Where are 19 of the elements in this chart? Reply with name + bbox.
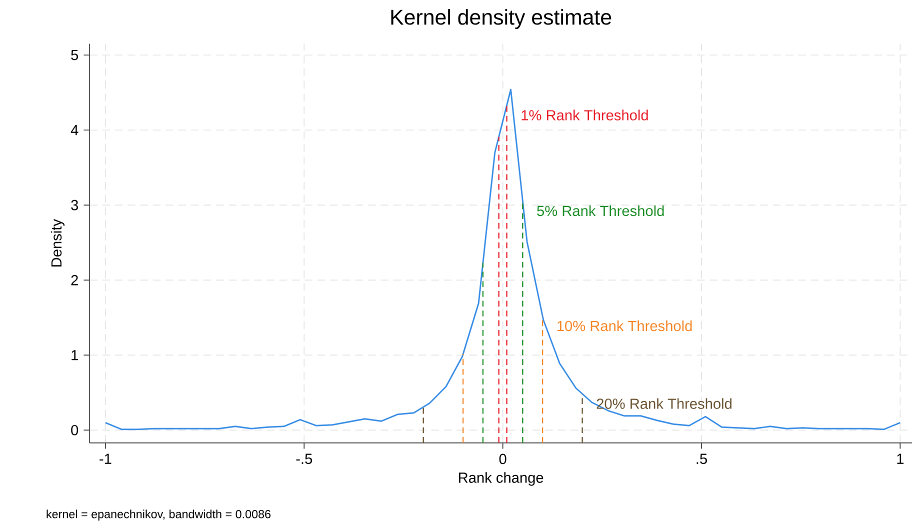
ref-line-label: 10% Rank Threshold (557, 320, 692, 332)
y-tick-label: 5 (71, 50, 78, 60)
x-tick-label: -1 (100, 454, 112, 464)
y-tick-label: 1 (72, 350, 78, 360)
ref-line-label: 20% Rank Threshold (596, 398, 732, 410)
x-tick-label: 0 (499, 454, 506, 464)
x-tick-label: -.5 (296, 454, 312, 464)
x-tick-label: 1 (897, 454, 904, 464)
y-tick-label: 2 (71, 275, 78, 286)
y-axis-title: Density (50, 219, 65, 267)
y-tick-label: 4 (70, 125, 78, 136)
ref-line-label: 1% Rank Threshold (522, 110, 648, 121)
ref-line-label: 5% Rank Threshold (537, 206, 664, 216)
chart-title: Kernel density estimate (391, 9, 612, 30)
y-tick-label: 3 (71, 200, 78, 210)
x-axis-title: Rank change (459, 472, 544, 486)
y-tick-label: 0 (71, 425, 78, 436)
x-tick-label: .5 (696, 454, 707, 464)
text: kernel = epanechnikov, bandwidth = 0.0086 (46, 510, 271, 521)
